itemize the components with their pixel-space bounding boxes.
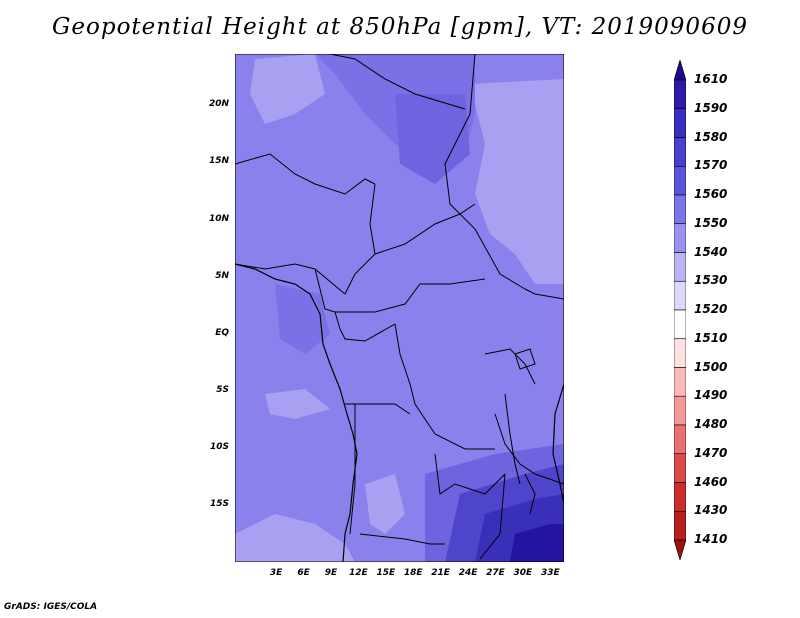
region-1540-nw [250,54,325,124]
colorbar-label: 1520 [694,302,728,316]
colorbar-label: 1530 [694,273,728,288]
colorbar-label: 1580 [694,129,728,144]
colorbar-segment [674,510,686,541]
colorbar-top-arrow [674,60,686,81]
coastline [235,263,564,562]
map-title: Geopotential Height at 850hPa [gpm], VT:… [52,14,748,40]
colorbar-segment [674,395,686,426]
y-tick-label: 5N [215,270,229,281]
lakes [504,348,536,515]
colorbar-segment [674,367,686,397]
colorbar-label: 1570 [694,158,728,173]
country-borders [235,54,564,560]
map-plot[interactable] [235,54,564,562]
colorbar-segment [674,280,686,311]
x-tick-label: 24E [458,568,478,578]
colorbar-segment [674,424,686,455]
region-1560-chad [395,94,470,184]
colorbar-segment [674,108,686,138]
colorbar-segment [674,223,686,253]
colorbar-label: 1430 [694,503,728,518]
region-1540-south [365,474,405,534]
colorbar-segment [674,309,686,340]
region-1540-ne [470,79,564,284]
colorbar-segment [674,165,686,196]
x-tick-label: 15E [376,568,396,578]
grads-credit: GrADS: IGES/COLA [4,602,98,612]
colorbar-label: 1460 [694,474,728,489]
colorbar-label: 1590 [694,100,728,115]
colorbar-segment [674,137,686,167]
colorbar-label: 1560 [694,187,728,201]
region-1560-gabon [275,284,330,354]
y-tick-label: 15N [208,156,229,167]
x-tick-label: 12E [349,568,368,578]
colorbar [674,60,686,560]
x-tick-label: 9E [324,568,338,578]
colorbar-label: 1480 [694,417,728,431]
colorbar-bottom-arrow [674,539,686,560]
colorbar-label: 1550 [694,215,728,230]
y-tick-label: 10S [209,441,229,452]
y-tick-label: 10N [208,213,229,224]
region-1540-angola [265,389,330,419]
colorbar-segment [674,79,686,110]
colorbar-segment [674,482,686,512]
colorbar-label: 1500 [694,359,728,374]
y-tick-label: 15S [209,498,229,509]
colorbar-label: 1470 [694,445,728,460]
x-tick-label: 30E [513,568,533,578]
colorbar-segment [674,338,686,368]
colorbar-label: 1540 [694,244,728,259]
colorbar-segment [674,252,686,282]
colorbar-label: 1610 [694,72,728,86]
x-tick-label: 33E [540,568,560,578]
colorbar-segment [674,194,686,225]
y-tick-label: 20N [208,99,229,110]
colorbar-label: 1490 [694,388,728,403]
colorbar-label: 1510 [694,330,728,345]
colorbar-segment [674,453,686,483]
y-tick-label: EQ [215,327,229,338]
region-1540-sw [235,514,355,562]
y-tick-label: 5S [216,384,229,395]
colorbar-label: 1410 [694,532,728,546]
x-tick-label: 3E [269,568,283,578]
x-tick-label: 6E [297,568,310,578]
region-1590 [510,524,564,562]
x-tick-label: 18E [403,568,423,578]
x-tick-label: 21E [431,568,450,578]
x-tick-label: 27E [486,568,505,578]
